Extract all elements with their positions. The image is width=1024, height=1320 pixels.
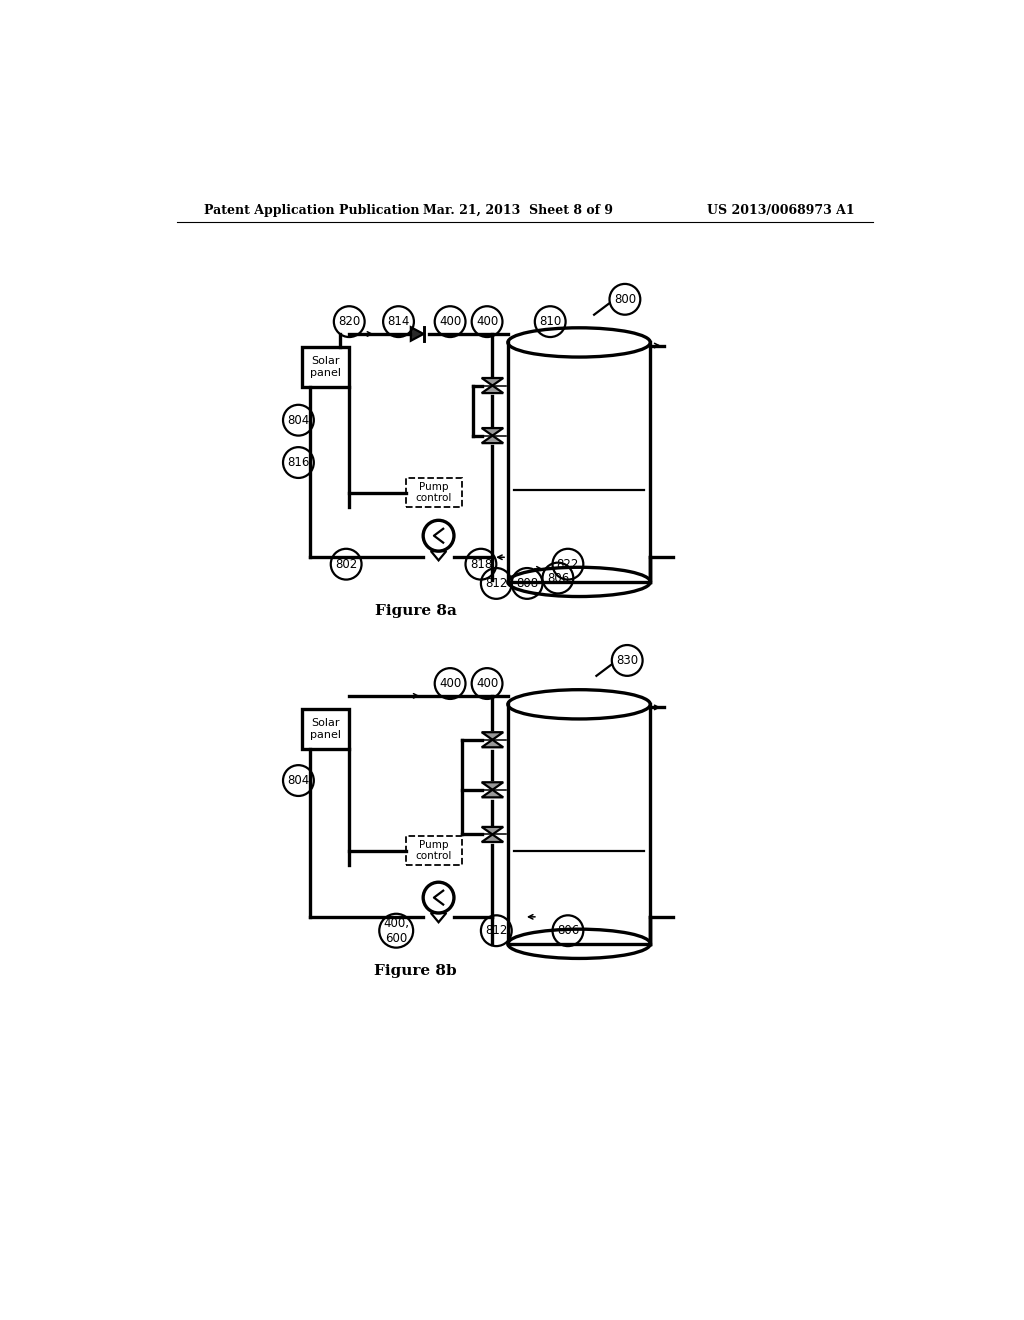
Text: 816: 816 [288,455,309,469]
Text: 804: 804 [288,774,309,787]
Polygon shape [481,378,503,385]
Polygon shape [481,733,503,739]
Text: 830: 830 [616,653,638,667]
Polygon shape [481,826,503,834]
Text: 820: 820 [338,315,360,329]
Text: Mar. 21, 2013  Sheet 8 of 9: Mar. 21, 2013 Sheet 8 of 9 [423,205,613,218]
Polygon shape [481,739,503,747]
Polygon shape [481,428,503,436]
Text: 806: 806 [547,572,569,585]
Text: Pump
control: Pump control [416,840,453,862]
Text: 800: 800 [613,293,636,306]
Polygon shape [481,385,503,393]
Bar [301,347,349,387]
Polygon shape [481,783,503,789]
Polygon shape [481,834,503,842]
Text: 804: 804 [288,413,309,426]
Polygon shape [481,789,503,797]
Text: 400: 400 [476,315,499,329]
Polygon shape [411,327,424,341]
Polygon shape [481,436,503,444]
Text: 814: 814 [387,315,410,329]
Bar [301,709,349,748]
Text: Solar
panel: Solar panel [310,356,341,378]
Text: 812: 812 [485,924,508,937]
Text: Pump
control: Pump control [416,482,453,503]
Text: 400: 400 [476,677,499,690]
Text: 818: 818 [470,557,493,570]
Text: 822: 822 [557,557,580,570]
Text: 810: 810 [539,315,561,329]
Bar [407,478,462,507]
Text: 400: 400 [439,677,461,690]
Text: 802: 802 [335,557,357,570]
Text: Patent Application Publication: Patent Application Publication [204,205,419,218]
Text: 812: 812 [485,577,508,590]
Text: 400: 400 [439,315,461,329]
Text: US 2013/0068973 A1: US 2013/0068973 A1 [707,205,854,218]
Text: 808: 808 [516,577,539,590]
Bar [407,836,462,866]
Text: 806: 806 [557,924,579,937]
Text: 400,
600: 400, 600 [383,916,410,945]
Text: Figure 8b: Figure 8b [374,964,457,978]
Text: Solar
panel: Solar panel [310,718,341,739]
Text: Figure 8a: Figure 8a [375,605,457,618]
